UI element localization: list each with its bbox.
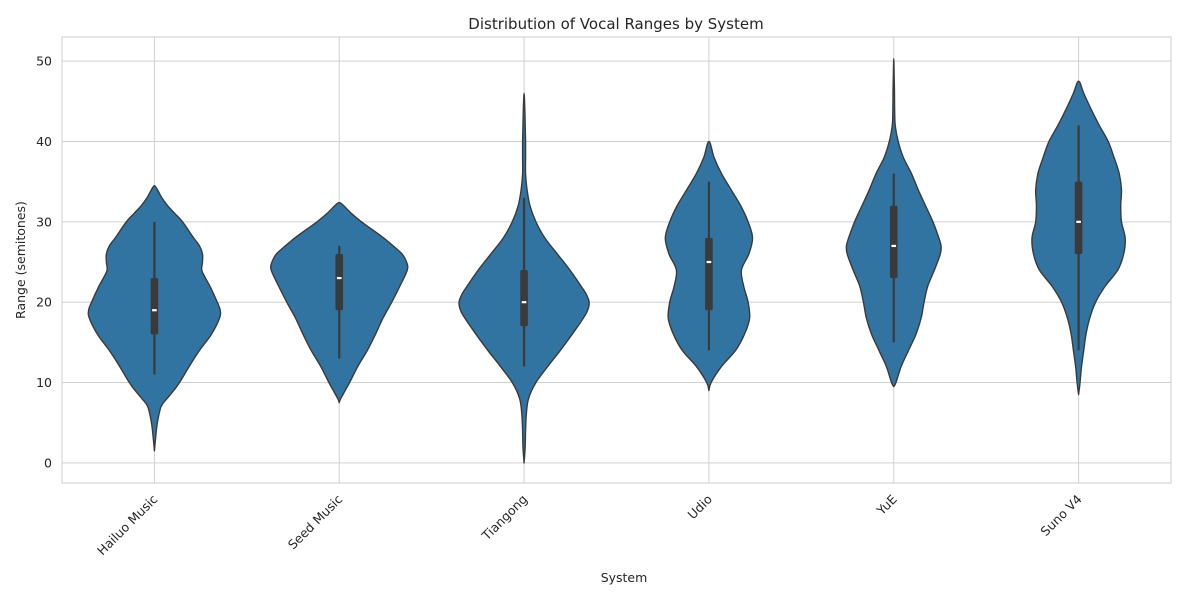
x-tick-label: Udio: [684, 492, 715, 523]
violins: [87, 58, 1126, 464]
y-tick-label: 50: [36, 54, 52, 69]
y-tick-label: 20: [36, 295, 52, 310]
iqr-box: [520, 270, 528, 327]
x-axis-label: System: [601, 570, 648, 585]
iqr-box: [335, 253, 344, 311]
iqr-box: [1074, 181, 1083, 254]
chart-title: Distribution of Vocal Ranges by System: [468, 15, 763, 33]
x-tick-label: Seed Music: [285, 491, 346, 552]
iqr-box: [150, 278, 159, 335]
x-axis-ticks: Hailuo Music Seed Music Tiangong Udio YuE Sun…: [94, 491, 1085, 558]
violin-suno-v4: [1031, 80, 1126, 396]
iqr-box: [705, 237, 713, 311]
y-tick-label: 10: [36, 375, 52, 390]
x-tick-label: Suno V4: [1037, 491, 1084, 538]
y-tick-label: 40: [36, 134, 52, 149]
iqr-box: [889, 205, 898, 279]
grid-lines: [62, 37, 1171, 483]
violin-yue: [845, 58, 942, 388]
violin-udio: [664, 140, 754, 392]
y-tick-label: 0: [44, 455, 52, 470]
x-tick-label: Tiangong: [478, 492, 530, 544]
violin-seed-music: [270, 201, 409, 404]
y-tick-label: 30: [36, 214, 52, 229]
violin-hailuo-music: [87, 184, 222, 452]
y-axis-label: Range (semitones): [13, 201, 28, 319]
x-tick-label: YuE: [873, 491, 900, 518]
plot-frame: [61, 36, 1172, 484]
x-tick-label: Hailuo Music: [94, 491, 161, 558]
y-axis-ticks: 0 10 20 30 40 50: [36, 54, 52, 471]
violin-tiangong: [458, 92, 590, 464]
